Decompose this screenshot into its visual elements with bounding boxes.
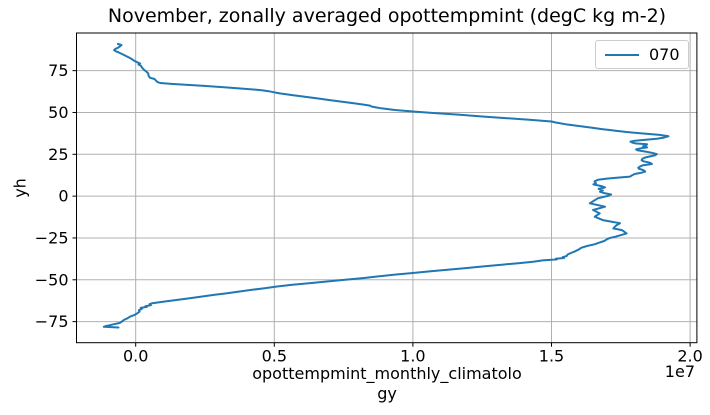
x-axis-label: opottempmint_monthly_climatolo gy (77, 364, 697, 404)
x-tick-label: 0.0 (123, 347, 148, 366)
x-axis-offset-text: 1e7 (664, 362, 695, 381)
x-tick-label: 1.5 (539, 347, 564, 366)
y-tick-label: −75 (35, 312, 69, 331)
data-line-070 (102, 42, 670, 329)
x-tick-label: 0.5 (262, 347, 287, 366)
y-tick-label: −50 (35, 270, 69, 289)
chart-title: November, zonally averaged opottempmint … (107, 5, 667, 27)
axes-spines (76, 32, 698, 344)
legend-entry-label: 070 (649, 44, 680, 64)
y-tick-label: 0 (58, 187, 68, 206)
x-axis-label-line2: gy (377, 384, 397, 403)
legend-line-sample (605, 53, 639, 56)
y-tick-label: 25 (48, 145, 68, 164)
x-tick-label: 2.0 (677, 347, 702, 366)
y-tick-label: 75 (48, 61, 68, 80)
x-tick-label: 1.0 (400, 347, 425, 366)
x-axis-label-line1: opottempmint_monthly_climatolo (252, 364, 522, 383)
y-tick-label: 50 (48, 103, 68, 122)
legend: 070 (595, 40, 689, 69)
y-tick-label: −25 (35, 228, 69, 247)
